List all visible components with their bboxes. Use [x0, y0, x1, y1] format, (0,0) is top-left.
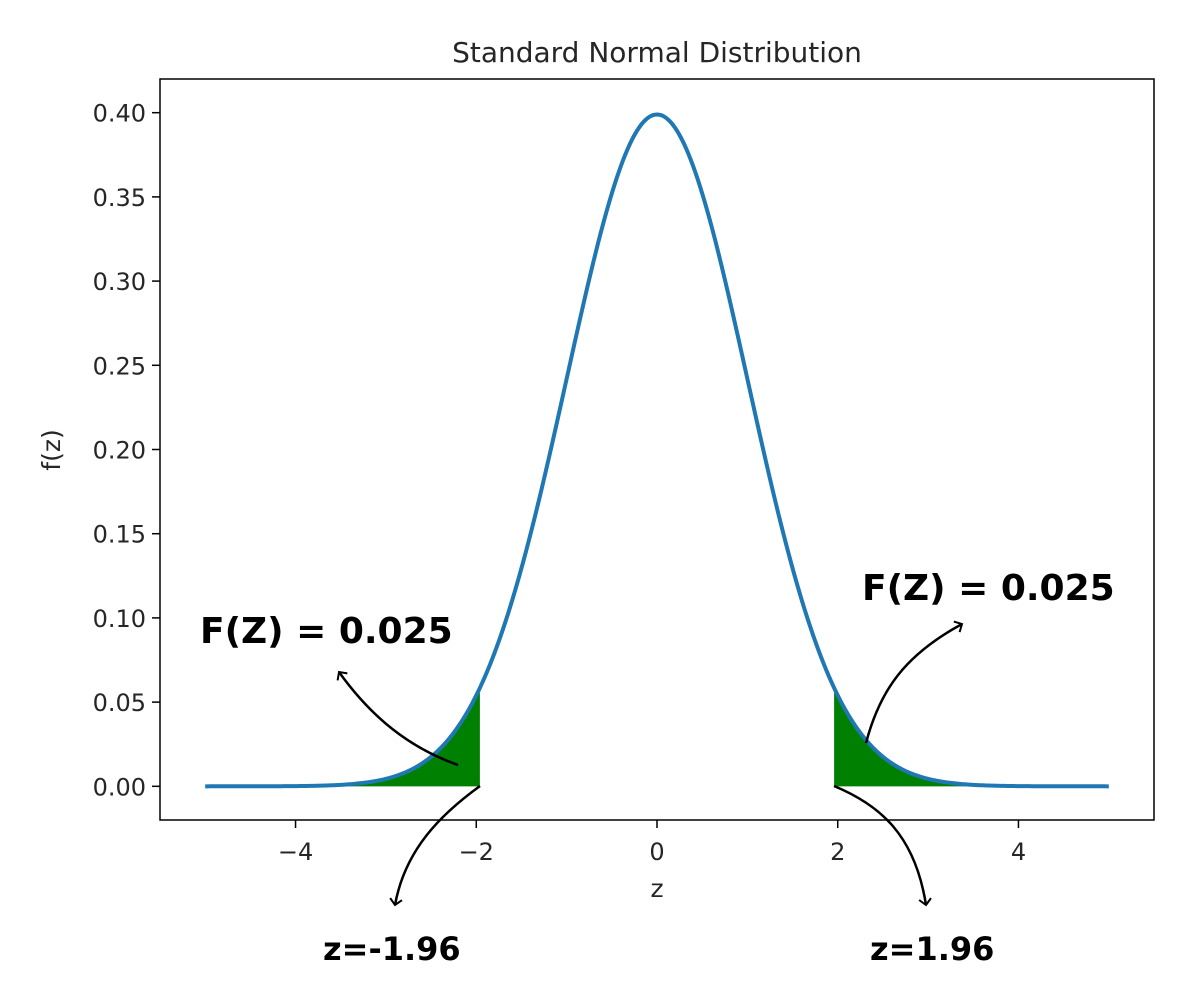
- plot-frame: [159, 78, 1155, 821]
- y-tick-label: 0.30: [93, 268, 146, 296]
- right-probability-annotation: F(Z) = 0.025: [862, 568, 1115, 609]
- x-tick-label: 2: [830, 838, 845, 866]
- right-z-arrow: [833, 784, 932, 907]
- x-axis-label: z: [650, 874, 663, 903]
- pdf-curve-line: [205, 112, 1109, 789]
- y-tick-label: 0.05: [93, 689, 146, 717]
- y-tick-label: 0.10: [93, 605, 146, 633]
- right-tail-shaded-area: [834, 687, 1109, 787]
- x-tick-label: 4: [1011, 838, 1026, 866]
- right-z-annotation: z=1.96: [870, 930, 994, 968]
- left-probability-arrow: [336, 670, 459, 767]
- left-z-annotation: z=-1.96: [323, 930, 461, 968]
- chart-title: Standard Normal Distribution: [452, 36, 862, 69]
- y-tick-label: 0.15: [93, 521, 146, 549]
- y-tick-label: 0.20: [93, 437, 146, 465]
- y-axis-label: f(z): [37, 429, 66, 470]
- x-tick-label: 0: [649, 838, 664, 866]
- x-axis-ticks: −4 −2 0 2 4: [278, 820, 1026, 866]
- left-tail-shaded-area: [205, 687, 480, 787]
- y-axis-ticks: 0.00 0.05 0.10 0.15 0.20 0.25 0.30 0.35 0.40: [93, 100, 160, 801]
- y-tick-label: 0.35: [93, 184, 146, 212]
- right-probability-arrow: [864, 620, 964, 744]
- plot-area: [205, 112, 1109, 789]
- x-tick-label: −2: [459, 838, 494, 866]
- y-tick-label: 0.40: [93, 100, 146, 128]
- left-z-arrow: [389, 784, 481, 907]
- y-tick-label: 0.00: [93, 773, 146, 801]
- y-tick-label: 0.25: [93, 352, 146, 380]
- x-tick-label: −4: [278, 838, 313, 866]
- left-probability-annotation: F(Z) = 0.025: [200, 611, 453, 652]
